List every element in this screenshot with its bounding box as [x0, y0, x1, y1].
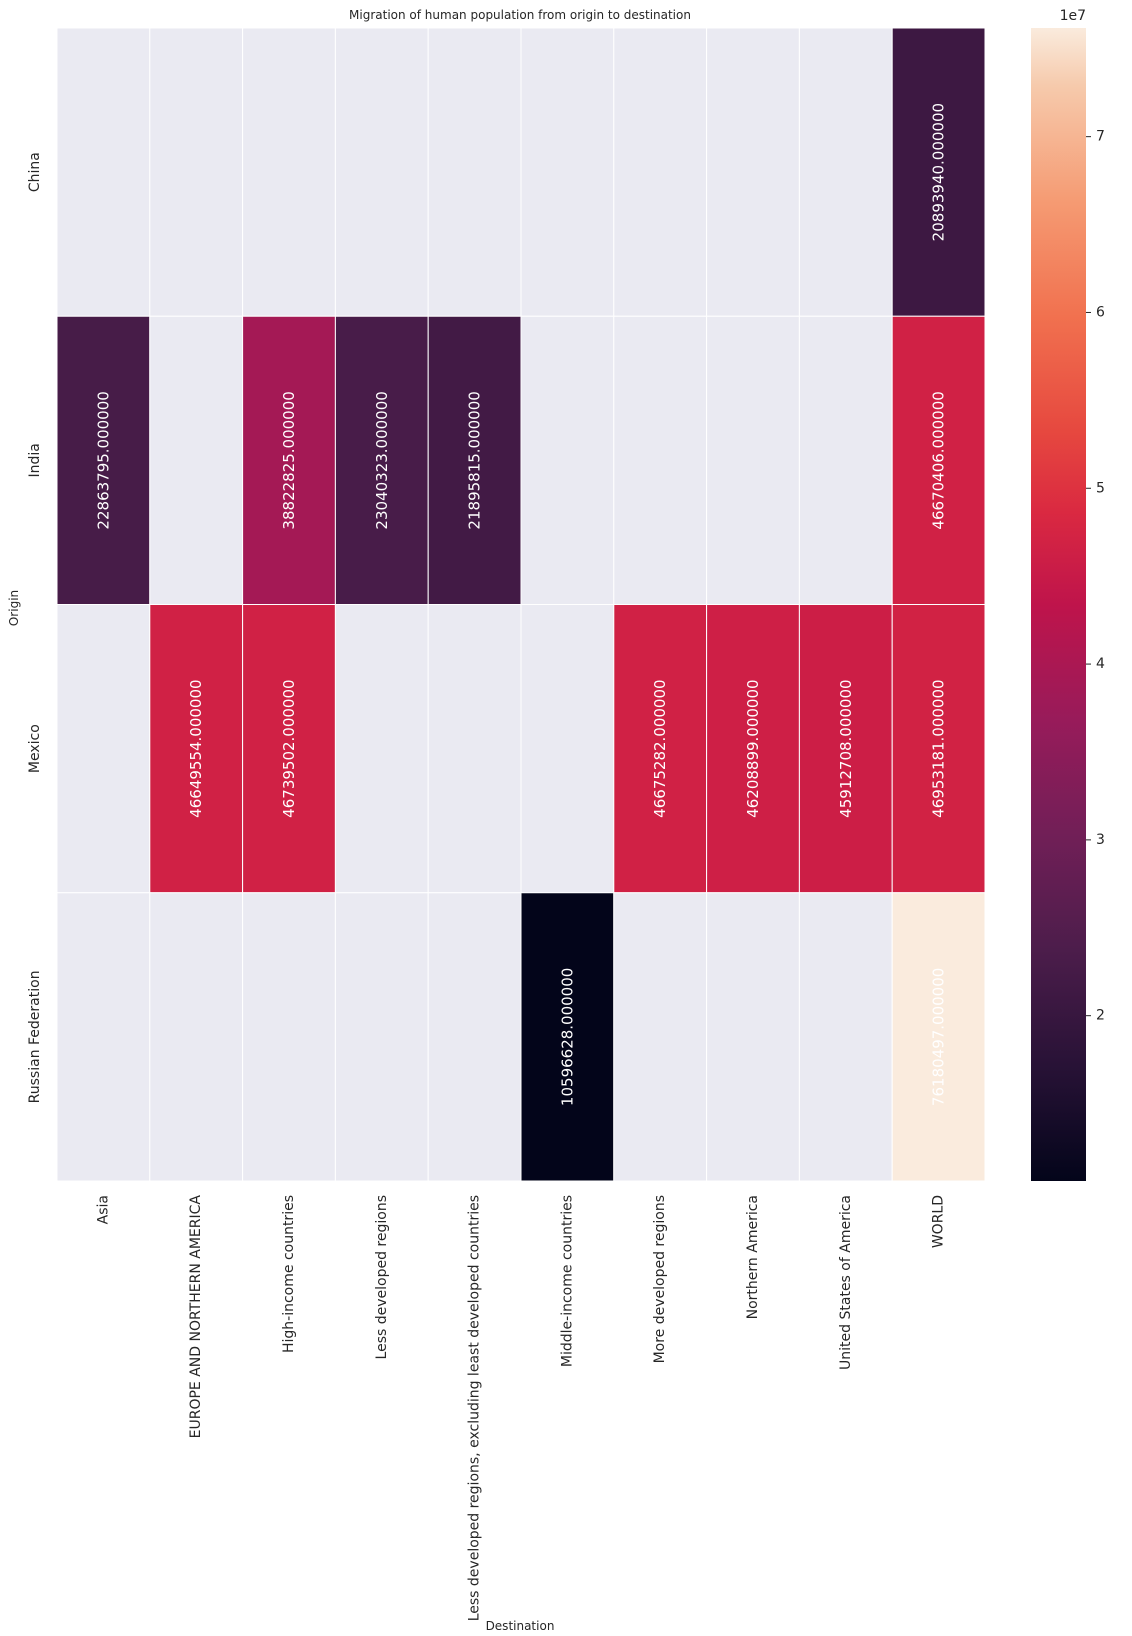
heatmap-cell-label: 10596628.000000 [558, 968, 576, 1106]
colorbar-tick-label: 2 [1096, 1008, 1105, 1024]
heatmap-cell-label: 76180497.000000 [930, 968, 948, 1106]
heatmap-cell-label: 20893940.000000 [930, 103, 948, 241]
heatmap-cell-empty [706, 892, 800, 1182]
x-tick-label: United States of America [838, 1195, 854, 1370]
heatmap-cell-empty [149, 892, 244, 1182]
heatmap-cell-label: 46208899.000000 [744, 679, 762, 817]
heatmap-cell-empty [520, 315, 615, 605]
heatmap-cell-empty [613, 315, 708, 605]
colorbar-tick-label: 5 [1096, 480, 1105, 496]
y-axis-label: Origin [7, 590, 21, 626]
heatmap-cell [706, 604, 800, 894]
heatmap-cell [334, 315, 429, 605]
x-tick-labels: Asia EUROPE AND NORTHERN AMERICA High-inco… [95, 1195, 946, 1622]
heatmap-cell [520, 892, 615, 1182]
heatmap-cell [242, 315, 336, 605]
heatmap-cell-empty [613, 27, 708, 317]
heatmap-cell [891, 892, 986, 1182]
x-tick-label: High-income countries [281, 1195, 297, 1353]
heatmap-cell-empty [798, 27, 893, 317]
heatmap-cell-empty [56, 892, 151, 1182]
colorbar: 2 3 4 5 6 7 1e7 [1031, 8, 1105, 1181]
y-tick-label: Mexico [27, 724, 43, 773]
heatmap-cell-empty [427, 892, 522, 1182]
x-tick-label: Northern America [745, 1195, 761, 1319]
colorbar-ticks: 2 3 4 5 6 7 [1086, 129, 1105, 1024]
heatmap-cell-label: 46675282.000000 [651, 679, 669, 817]
heatmap-cell-empty [242, 892, 336, 1182]
heatmap-cell [891, 604, 986, 894]
heatmap-cell-empty [149, 27, 244, 317]
y-tick-label: Russian Federation [27, 970, 43, 1103]
heatmap-cell-label: 46739502.000000 [280, 679, 298, 817]
heatmap-cell-empty [613, 892, 708, 1182]
heatmap-cell-empty [242, 27, 336, 317]
x-tick-label: Less developed regions [374, 1195, 390, 1359]
colorbar-tick-label: 4 [1096, 656, 1105, 672]
heatmap-cell-empty [427, 27, 522, 317]
heatmap-cell-empty [56, 27, 151, 317]
heatmap-cell [242, 604, 336, 894]
colorbar-tick-label: 7 [1096, 129, 1105, 145]
heatmap-cell [56, 315, 151, 605]
heatmap-cell [427, 315, 522, 605]
heatmap-cell-empty [56, 604, 151, 894]
x-tick-label: Asia [95, 1195, 111, 1224]
heatmap-cell-label: 38822825.000000 [280, 391, 298, 529]
heatmap-cell-empty [798, 315, 893, 605]
heatmap-cell-empty [149, 315, 244, 605]
heatmap-cell-empty [427, 604, 522, 894]
colorbar-gradient [1031, 28, 1086, 1181]
colorbar-offset-label: 1e7 [1060, 8, 1086, 24]
heatmap-cell-label: 23040323.000000 [373, 391, 391, 529]
colorbar-tick-label: 6 [1096, 304, 1105, 320]
heatmap-cell [891, 315, 986, 605]
y-tick-labels: China India Mexico Russian Federation [27, 152, 43, 1103]
heatmap-cell-label: 21895815.000000 [466, 391, 484, 529]
x-tick-label: Less developed regions, excluding least … [467, 1195, 483, 1621]
chart-title: Migration of human population from origi… [349, 8, 691, 22]
heatmap-cell-empty [798, 892, 893, 1182]
x-tick-label: WORLD [931, 1195, 947, 1248]
heatmap-cell-empty [520, 604, 615, 894]
heatmap-cell-label: 45912708.000000 [837, 679, 855, 817]
colorbar-tick-label: 3 [1096, 832, 1105, 848]
y-tick-label: China [27, 152, 43, 192]
heatmap-cell-label: 46670406.000000 [930, 391, 948, 529]
heatmap-cell [891, 27, 986, 317]
heatmap-cell-empty [334, 27, 429, 317]
heatmap-cell-label: 46649554.000000 [187, 679, 205, 817]
x-tick-label: Middle-income countries [559, 1195, 575, 1367]
heatmap-cell-empty [334, 604, 429, 894]
heatmap-cell-label: 46953181.000000 [930, 679, 948, 817]
x-tick-label: EUROPE AND NORTHERN AMERICA [188, 1195, 204, 1439]
heatmap-cell-empty [706, 315, 800, 605]
x-axis-label: Destination [486, 1619, 555, 1633]
y-tick-label: India [27, 443, 43, 477]
heatmap-cell-empty [334, 892, 429, 1182]
heatmap-cell-label: 22863795.000000 [94, 391, 112, 529]
x-tick-label: More developed regions [652, 1195, 668, 1363]
heatmap-cell-empty [706, 27, 800, 317]
heatmap-area: 20893940.000000 22863795.000000 38822825.0… [56, 27, 986, 1182]
heatmap-cell-empty [520, 27, 615, 317]
